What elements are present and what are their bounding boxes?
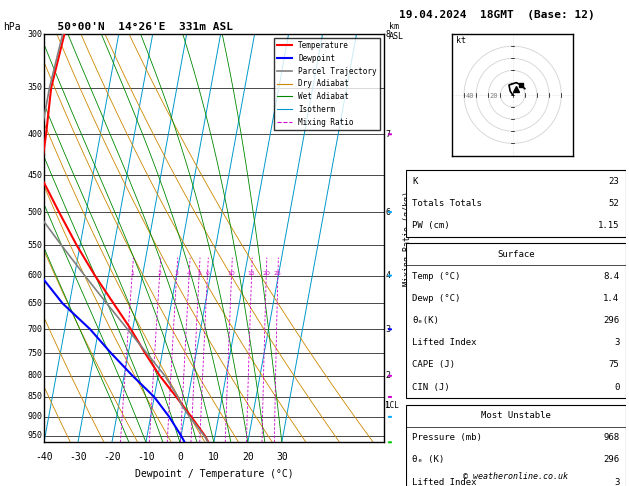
Text: © weatheronline.co.uk: © weatheronline.co.uk (464, 472, 568, 481)
Text: -40: -40 (35, 452, 53, 463)
Text: 0: 0 (177, 452, 183, 463)
Text: 20: 20 (262, 271, 270, 276)
Text: 15: 15 (248, 271, 255, 276)
Text: Temp (°C): Temp (°C) (413, 272, 460, 281)
Bar (406, 170, 626, 237)
Text: θₑ(K): θₑ(K) (413, 316, 439, 325)
Bar (406, 243, 626, 398)
Text: Most Unstable: Most Unstable (481, 411, 551, 420)
Text: θₑ (K): θₑ (K) (413, 455, 445, 465)
Text: 3: 3 (175, 271, 179, 276)
Text: 7: 7 (386, 130, 391, 139)
Text: 8: 8 (386, 30, 391, 38)
Text: kt: kt (455, 35, 465, 45)
Text: 2: 2 (158, 271, 162, 276)
Text: 0: 0 (614, 382, 619, 392)
Text: Dewp (°C): Dewp (°C) (413, 294, 460, 303)
Legend: Temperature, Dewpoint, Parcel Trajectory, Dry Adiabat, Wet Adiabat, Isotherm, Mi: Temperature, Dewpoint, Parcel Trajectory… (274, 38, 380, 130)
Text: K: K (413, 177, 418, 186)
Text: 3: 3 (386, 325, 391, 334)
Text: 10: 10 (228, 271, 235, 276)
Text: 75: 75 (608, 361, 619, 369)
Text: 1.15: 1.15 (598, 221, 619, 230)
Text: 6: 6 (386, 208, 391, 217)
Text: 20: 20 (489, 93, 498, 100)
Text: 400: 400 (27, 130, 42, 139)
Text: 900: 900 (27, 413, 42, 421)
Text: km
ASL: km ASL (389, 22, 404, 41)
Text: 950: 950 (27, 431, 42, 440)
Text: 750: 750 (27, 349, 42, 358)
Text: Lifted Index: Lifted Index (413, 338, 477, 347)
Text: 1.4: 1.4 (603, 294, 619, 303)
Text: Pressure (mb): Pressure (mb) (413, 434, 482, 442)
Text: 1: 1 (386, 400, 391, 410)
Text: Mixing Ratio (g/kg): Mixing Ratio (g/kg) (403, 191, 412, 286)
Text: Totals Totals: Totals Totals (413, 199, 482, 208)
Text: 1: 1 (130, 271, 134, 276)
Text: CIN (J): CIN (J) (413, 382, 450, 392)
Text: 550: 550 (27, 241, 42, 250)
Text: 850: 850 (27, 393, 42, 401)
Text: 20: 20 (242, 452, 253, 463)
Text: 25: 25 (274, 271, 282, 276)
Text: 40: 40 (465, 93, 474, 100)
Text: 52: 52 (608, 199, 619, 208)
Text: 2: 2 (386, 371, 391, 381)
Text: 450: 450 (27, 171, 42, 180)
Text: 296: 296 (603, 455, 619, 465)
Text: 700: 700 (27, 325, 42, 334)
Text: 30: 30 (276, 452, 287, 463)
Text: 19.04.2024  18GMT  (Base: 12): 19.04.2024 18GMT (Base: 12) (399, 10, 595, 20)
Text: 296: 296 (603, 316, 619, 325)
Text: -20: -20 (103, 452, 121, 463)
Text: 650: 650 (27, 299, 42, 308)
Text: 300: 300 (27, 30, 42, 38)
Text: 50°00'N  14°26'E  331m ASL: 50°00'N 14°26'E 331m ASL (44, 22, 233, 32)
Text: -30: -30 (69, 452, 87, 463)
Text: 8.4: 8.4 (603, 272, 619, 281)
Text: 23: 23 (608, 177, 619, 186)
Text: hPa: hPa (3, 22, 21, 32)
Text: Dewpoint / Temperature (°C): Dewpoint / Temperature (°C) (135, 469, 293, 479)
Text: LCL: LCL (386, 400, 399, 410)
Text: CAPE (J): CAPE (J) (413, 361, 455, 369)
Text: PW (cm): PW (cm) (413, 221, 450, 230)
Text: 600: 600 (27, 271, 42, 280)
Text: -10: -10 (137, 452, 155, 463)
Text: 6: 6 (206, 271, 209, 276)
Bar (406, 404, 626, 486)
Text: Surface: Surface (497, 250, 535, 259)
Text: 4: 4 (386, 271, 391, 280)
Text: 350: 350 (27, 83, 42, 92)
Text: 3: 3 (614, 338, 619, 347)
Text: 5: 5 (197, 271, 201, 276)
Text: 3: 3 (614, 478, 619, 486)
Text: 4: 4 (187, 271, 191, 276)
Text: Lifted Index: Lifted Index (413, 478, 477, 486)
Text: 500: 500 (27, 208, 42, 217)
Text: 10: 10 (208, 452, 220, 463)
Text: 800: 800 (27, 371, 42, 381)
Text: 968: 968 (603, 434, 619, 442)
